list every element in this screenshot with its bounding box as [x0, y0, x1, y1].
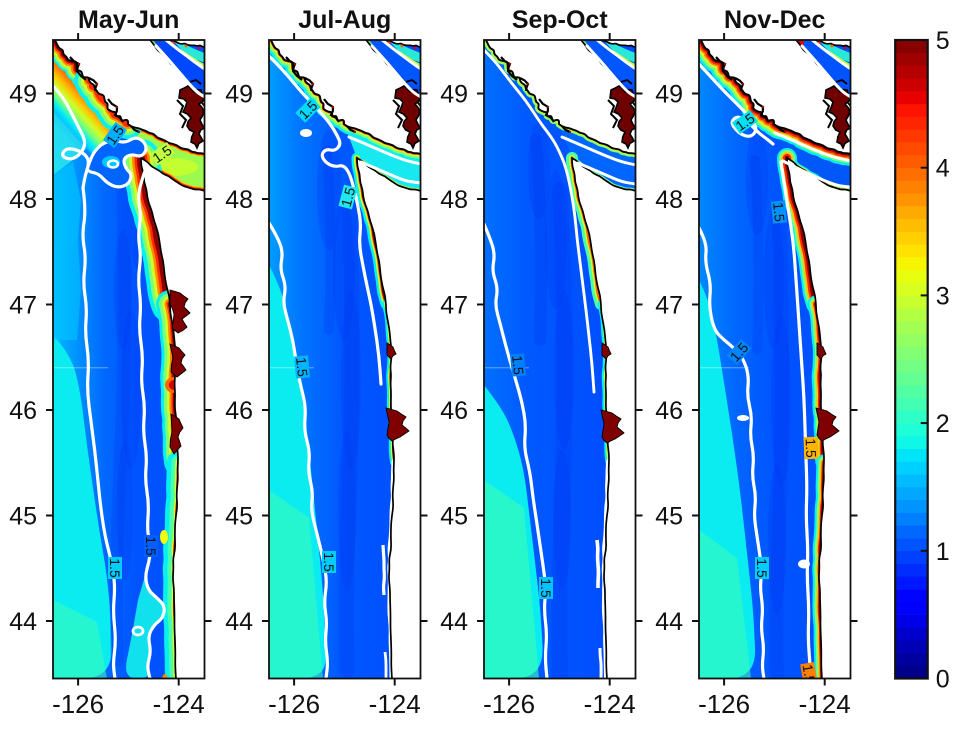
- svg-text:2: 2: [936, 410, 950, 438]
- svg-text:-124: -124: [799, 689, 851, 719]
- svg-text:49: 49: [225, 81, 253, 109]
- svg-text:1.5: 1.5: [509, 355, 527, 376]
- svg-text:-126: -126: [483, 689, 535, 719]
- svg-text:Sep-Oct: Sep-Oct: [512, 6, 609, 34]
- svg-text:46: 46: [9, 397, 37, 425]
- svg-text:44: 44: [440, 608, 468, 636]
- svg-text:-124: -124: [369, 689, 421, 719]
- svg-text:44: 44: [9, 608, 37, 636]
- svg-text:44: 44: [225, 608, 253, 636]
- svg-text:47: 47: [9, 292, 37, 320]
- svg-text:45: 45: [655, 503, 683, 531]
- svg-text:49: 49: [440, 81, 468, 109]
- svg-text:47: 47: [655, 292, 683, 320]
- svg-text:1.5: 1.5: [538, 578, 554, 598]
- svg-text:44: 44: [655, 608, 683, 636]
- svg-text:1.5: 1.5: [338, 185, 359, 208]
- svg-text:3: 3: [936, 282, 950, 310]
- svg-text:May-Jun: May-Jun: [78, 6, 179, 34]
- svg-text:48: 48: [9, 186, 37, 214]
- svg-text:1.5: 1.5: [107, 558, 123, 578]
- svg-text:5: 5: [936, 27, 950, 55]
- svg-text:-126: -126: [698, 689, 750, 719]
- svg-text:1.5: 1.5: [321, 552, 337, 572]
- svg-text:1.5: 1.5: [293, 357, 311, 378]
- svg-text:45: 45: [9, 503, 37, 531]
- svg-text:1.5: 1.5: [754, 558, 770, 578]
- svg-text:-126: -126: [52, 689, 104, 719]
- svg-text:49: 49: [655, 81, 683, 109]
- svg-text:45: 45: [440, 503, 468, 531]
- svg-text:4: 4: [936, 155, 950, 183]
- svg-text:1.5: 1.5: [770, 202, 788, 223]
- svg-text:47: 47: [225, 292, 253, 320]
- svg-text:1.5: 1.5: [799, 663, 818, 685]
- svg-text:45: 45: [225, 503, 253, 531]
- svg-text:49: 49: [9, 81, 37, 109]
- svg-text:47: 47: [440, 292, 468, 320]
- svg-text:1.5: 1.5: [143, 536, 159, 556]
- svg-text:1: 1: [936, 538, 950, 566]
- svg-text:48: 48: [655, 186, 683, 214]
- svg-text:1.5: 1.5: [803, 438, 820, 458]
- svg-text:48: 48: [440, 186, 468, 214]
- svg-text:Nov-Dec: Nov-Dec: [724, 6, 826, 34]
- svg-text:-126: -126: [268, 689, 320, 719]
- svg-text:48: 48: [225, 186, 253, 214]
- svg-text:46: 46: [225, 397, 253, 425]
- svg-text:46: 46: [440, 397, 468, 425]
- svg-text:-124: -124: [584, 689, 636, 719]
- svg-text:Jul-Aug: Jul-Aug: [298, 6, 391, 34]
- svg-text:46: 46: [655, 397, 683, 425]
- svg-text:-124: -124: [153, 689, 205, 719]
- svg-text:0: 0: [936, 666, 950, 694]
